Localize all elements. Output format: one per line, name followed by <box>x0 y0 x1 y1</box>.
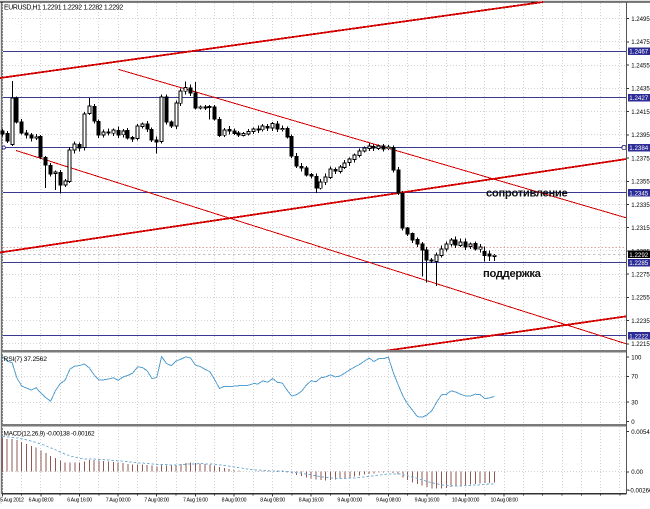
svg-text:1.2315: 1.2315 <box>631 225 650 232</box>
svg-text:1.2475: 1.2475 <box>631 39 650 46</box>
svg-text:6 Aug 16:00: 6 Aug 16:00 <box>67 498 92 504</box>
svg-text:1.2335: 1.2335 <box>631 202 650 209</box>
svg-text:6 Aug 08:00: 6 Aug 08:00 <box>29 498 54 504</box>
svg-text:7 Aug 08:00: 7 Aug 08:00 <box>144 498 169 504</box>
svg-text:RSI(7) 37.2562: RSI(7) 37.2562 <box>4 356 48 363</box>
svg-text:MACD(12,26,9) -0.00138 -0.0016: MACD(12,26,9) -0.00138 -0.00162 <box>4 430 95 437</box>
svg-text:100: 100 <box>631 354 642 361</box>
svg-text:9 Aug 16:00: 9 Aug 16:00 <box>415 498 440 504</box>
svg-text:1.2427: 1.2427 <box>629 95 648 102</box>
svg-text:1.2275: 1.2275 <box>631 272 650 279</box>
svg-text:9 Aug 00:00: 9 Aug 00:00 <box>337 498 362 504</box>
svg-text:1.2415: 1.2415 <box>631 109 650 116</box>
svg-text:7 Aug 00:00: 7 Aug 00:00 <box>106 498 131 504</box>
svg-text:1.2255: 1.2255 <box>631 295 650 302</box>
svg-text:1.2345: 1.2345 <box>629 190 648 197</box>
svg-text:1.2355: 1.2355 <box>631 179 650 186</box>
svg-text:5 Aug 2012: 5 Aug 2012 <box>0 498 24 504</box>
svg-text:0.00547: 0.00547 <box>631 429 650 436</box>
svg-text:-0.00266: -0.00266 <box>628 487 650 494</box>
svg-text:8 Aug 08:00: 8 Aug 08:00 <box>260 498 285 504</box>
svg-text:1.2455: 1.2455 <box>631 62 650 69</box>
svg-text:1.2235: 1.2235 <box>631 318 650 325</box>
svg-text:поддержка: поддержка <box>483 268 542 280</box>
svg-text:8 Aug 16:00: 8 Aug 16:00 <box>299 498 324 504</box>
svg-text:1.2495: 1.2495 <box>631 16 650 23</box>
svg-text:1.2215: 1.2215 <box>631 341 650 348</box>
svg-text:10 Aug 00:00: 10 Aug 00:00 <box>452 498 480 504</box>
svg-text:0.00: 0.00 <box>631 469 643 476</box>
svg-text:7 Aug 16:00: 7 Aug 16:00 <box>183 498 208 504</box>
svg-text:1.2435: 1.2435 <box>631 86 650 93</box>
svg-text:1.2375: 1.2375 <box>631 155 650 162</box>
svg-text:10 Aug 08:00: 10 Aug 08:00 <box>490 498 518 504</box>
svg-text:сопротивление: сопротивление <box>486 188 568 200</box>
svg-text:1.2292: 1.2292 <box>629 252 648 259</box>
svg-text:9 Aug 08:00: 9 Aug 08:00 <box>376 498 401 504</box>
svg-text:1.2467: 1.2467 <box>629 49 648 56</box>
svg-text:70: 70 <box>631 374 638 381</box>
svg-text:8 Aug 00:00: 8 Aug 00:00 <box>222 498 247 504</box>
svg-text:1.2285: 1.2285 <box>629 260 648 267</box>
svg-text:EURUSD,H1 1.2291 1.2292 1.2282: EURUSD,H1 1.2291 1.2292 1.2282 1.2292 <box>4 5 123 12</box>
svg-text:0: 0 <box>631 419 635 426</box>
svg-text:1.2222: 1.2222 <box>629 333 648 340</box>
svg-text:30: 30 <box>631 399 638 406</box>
svg-text:1.2395: 1.2395 <box>631 132 650 139</box>
svg-text:1.2384: 1.2384 <box>629 145 648 152</box>
